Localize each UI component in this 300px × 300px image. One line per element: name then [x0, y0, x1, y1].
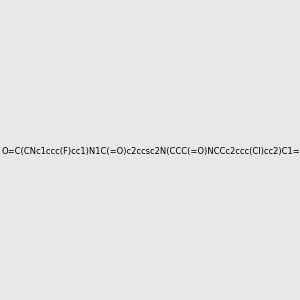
- Text: O=C(CNc1ccc(F)cc1)N1C(=O)c2ccsc2N(CCC(=O)NCCc2ccc(Cl)cc2)C1=O: O=C(CNc1ccc(F)cc1)N1C(=O)c2ccsc2N(CCC(=O…: [1, 147, 300, 156]
